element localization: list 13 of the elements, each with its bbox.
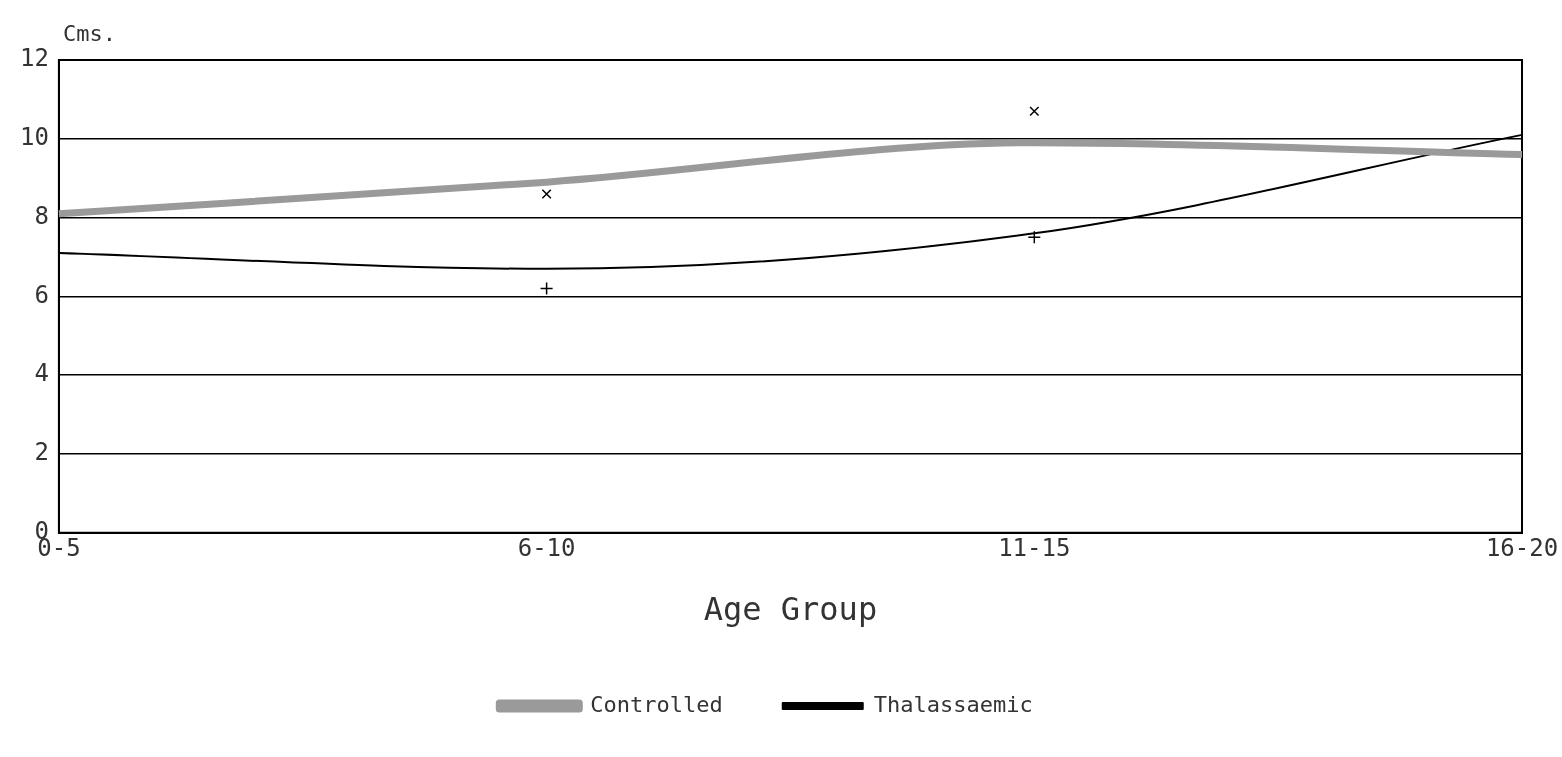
y-tick-label: 8 xyxy=(34,201,49,230)
y-axis-title: Cms. xyxy=(62,20,116,46)
legend-label: Thalassaemic xyxy=(873,691,1033,717)
y-tick-label: 6 xyxy=(34,280,49,309)
x-tick-label: 16-20 xyxy=(1485,534,1559,563)
x-tick-label: 6-10 xyxy=(517,534,576,563)
x-tick-label: 11-15 xyxy=(998,534,1071,563)
y-tick-label: 4 xyxy=(34,359,49,388)
y-tick-label: 10 xyxy=(19,123,49,152)
x-axis-title: Age Group xyxy=(703,590,878,629)
legend-label: Controlled xyxy=(590,691,723,717)
y-tick-label: 2 xyxy=(34,438,49,467)
y-tick-label: 12 xyxy=(19,44,49,73)
